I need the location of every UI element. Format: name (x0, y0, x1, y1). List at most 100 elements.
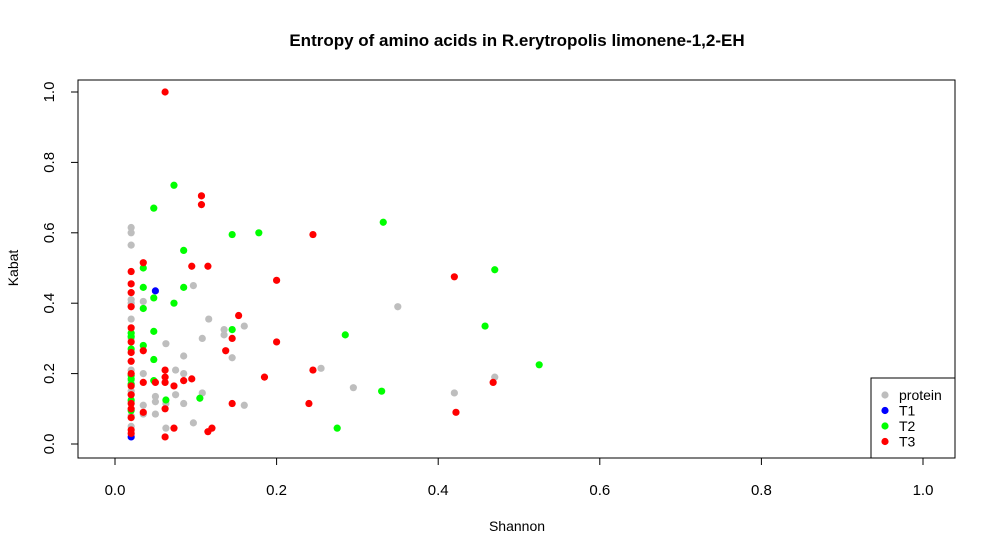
point-protein (127, 315, 135, 323)
point-t2 (127, 375, 135, 383)
point-t2 (180, 283, 188, 291)
point-t3 (305, 399, 313, 408)
y-tick-label: 0.0 (41, 434, 58, 455)
legend-marker (881, 422, 889, 430)
x-axis: 0.0 0.2 0.4 0.6 0.8 1.0 (105, 457, 934, 499)
point-t3 (180, 377, 188, 385)
point-t3 (228, 334, 236, 342)
y-axis-label: Kabat (5, 250, 21, 287)
point-t3 (151, 378, 159, 386)
point-t2 (170, 181, 178, 189)
point-t3 (489, 378, 497, 386)
point-t3 (127, 391, 135, 399)
point-t3 (208, 424, 216, 432)
point-t2 (379, 218, 387, 226)
y-tick-label: 1.0 (41, 82, 58, 103)
point-protein (198, 334, 206, 342)
point-t3 (228, 399, 236, 408)
point-protein (349, 384, 357, 392)
point-t3 (127, 348, 135, 357)
x-tick-label: 0.6 (589, 482, 610, 499)
point-t3 (235, 311, 243, 320)
point-t3 (127, 289, 135, 297)
point-t3 (260, 373, 269, 381)
point-t2 (139, 341, 147, 350)
point-t3 (188, 262, 196, 270)
point-protein (162, 424, 170, 432)
point-t3 (222, 347, 230, 355)
point-protein (220, 326, 228, 334)
point-protein (220, 331, 228, 339)
point-t3 (139, 259, 147, 267)
y-tick-label: 0.8 (41, 152, 58, 173)
point-t2 (481, 322, 489, 330)
point-t3 (450, 273, 458, 281)
point-protein (127, 223, 135, 232)
point-t2 (150, 204, 158, 212)
data-points (127, 88, 543, 441)
point-t3 (309, 366, 317, 374)
point-t3 (127, 303, 135, 311)
x-tick-label: 0.2 (266, 482, 287, 499)
point-t3 (127, 429, 135, 438)
point-protein (240, 322, 248, 330)
y-tick-label: 0.4 (41, 293, 58, 314)
point-t3 (139, 408, 147, 416)
point-t3 (139, 347, 147, 355)
point-protein (189, 282, 197, 290)
point-t2 (255, 229, 263, 237)
point-protein (151, 392, 159, 401)
legend-label: T2 (899, 418, 916, 434)
point-protein (205, 315, 213, 323)
point-t2 (139, 264, 147, 272)
y-axis: 0.0 0.2 0.4 0.6 0.8 1.0 (41, 82, 79, 455)
point-t2 (333, 424, 341, 432)
point-t2 (535, 361, 543, 369)
point-t2 (162, 396, 170, 404)
point-protein (317, 364, 325, 372)
point-protein (127, 229, 135, 237)
point-t2 (139, 283, 147, 291)
x-axis-label: Shannon (489, 518, 545, 534)
point-t3 (161, 433, 169, 441)
point-protein (450, 389, 458, 397)
point-t3 (452, 408, 460, 416)
point-t2 (170, 299, 178, 307)
point-t3 (139, 378, 147, 386)
point-t3 (161, 373, 169, 381)
point-t3 (127, 414, 135, 422)
point-t2 (180, 246, 188, 254)
point-protein (139, 370, 147, 378)
x-tick-label: 1.0 (913, 482, 934, 499)
chart-title: Entropy of amino acids in R.erytropolis … (289, 31, 744, 50)
y-tick-label: 0.2 (41, 363, 58, 384)
point-t2 (150, 327, 158, 335)
point-protein (180, 370, 188, 378)
legend-label: T1 (899, 403, 916, 419)
point-t3 (127, 399, 135, 408)
point-protein (180, 352, 188, 360)
point-t2 (196, 394, 204, 402)
point-t3 (273, 276, 281, 284)
legend-marker (881, 406, 889, 415)
point-t2 (139, 304, 147, 313)
point-t3 (127, 280, 135, 288)
point-t2 (491, 266, 499, 274)
y-tick-label: 0.6 (41, 222, 58, 243)
point-protein (172, 366, 180, 374)
point-t3 (127, 405, 135, 413)
point-t3 (273, 338, 281, 346)
point-t2 (150, 355, 158, 364)
point-t3 (127, 338, 135, 346)
legend-marker (881, 391, 889, 399)
point-protein (172, 391, 180, 399)
point-t2 (150, 294, 158, 302)
point-protein (151, 398, 159, 406)
point-t3 (170, 382, 178, 390)
legend-label: protein (899, 387, 942, 403)
point-t3 (197, 201, 206, 209)
x-tick-label: 0.8 (751, 482, 772, 499)
point-t3 (170, 424, 178, 432)
x-tick-label: 0.4 (428, 482, 449, 499)
